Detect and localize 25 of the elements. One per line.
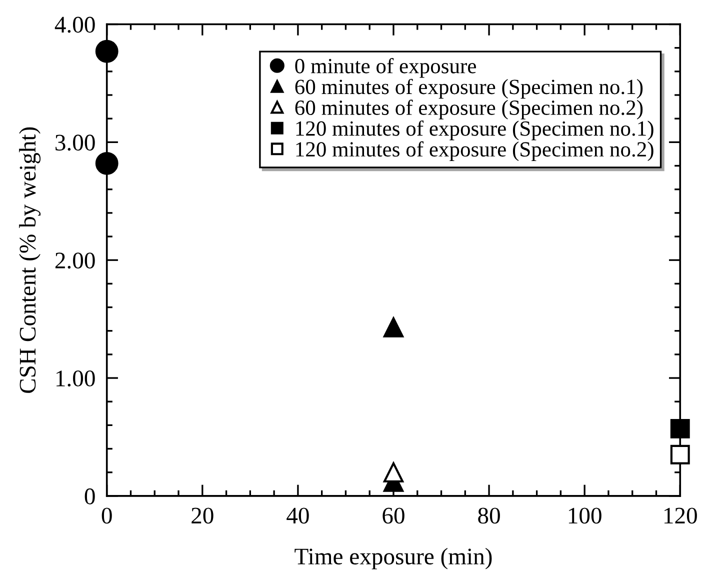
x-tick-label: 80 [478, 508, 500, 524]
legend-label: 120 minutes of exposure (Specimen no.1) [296, 120, 654, 140]
legend-label: 0 minute of exposure [295, 58, 476, 78]
x-tick-label: 120 [664, 508, 697, 524]
point [383, 317, 404, 338]
point [383, 462, 404, 482]
point [670, 444, 690, 464]
legend-label: 60 minutes of exposure (Specimen no.2) [295, 100, 643, 120]
legend-label: 60 minutes of exposure (Specimen no.1) [295, 78, 643, 99]
x-tick-label: 0 [102, 508, 112, 524]
y-tick-label: 2.00 [55, 252, 95, 269]
y-tick-label: 3.00 [56, 134, 95, 151]
point [670, 418, 690, 438]
y-tick-label: 4.00 [54, 16, 95, 33]
point [95, 40, 118, 63]
y-axis-title: CSH Content (% by weight) [19, 127, 41, 393]
legend-label: 120 minutes of exposure (Specimen no.2) [296, 141, 654, 162]
x-tick-label: 20 [192, 508, 214, 524]
x-tick-label: 60 [382, 508, 404, 524]
y-tick-label: 1.00 [56, 370, 95, 387]
y-tick-label: 0 [84, 488, 95, 504]
x-tick-label: 100 [568, 508, 602, 524]
point [95, 152, 118, 175]
x-axis-title: Time exposure (min) [294, 548, 492, 570]
x-tick-label: 40 [286, 508, 309, 524]
